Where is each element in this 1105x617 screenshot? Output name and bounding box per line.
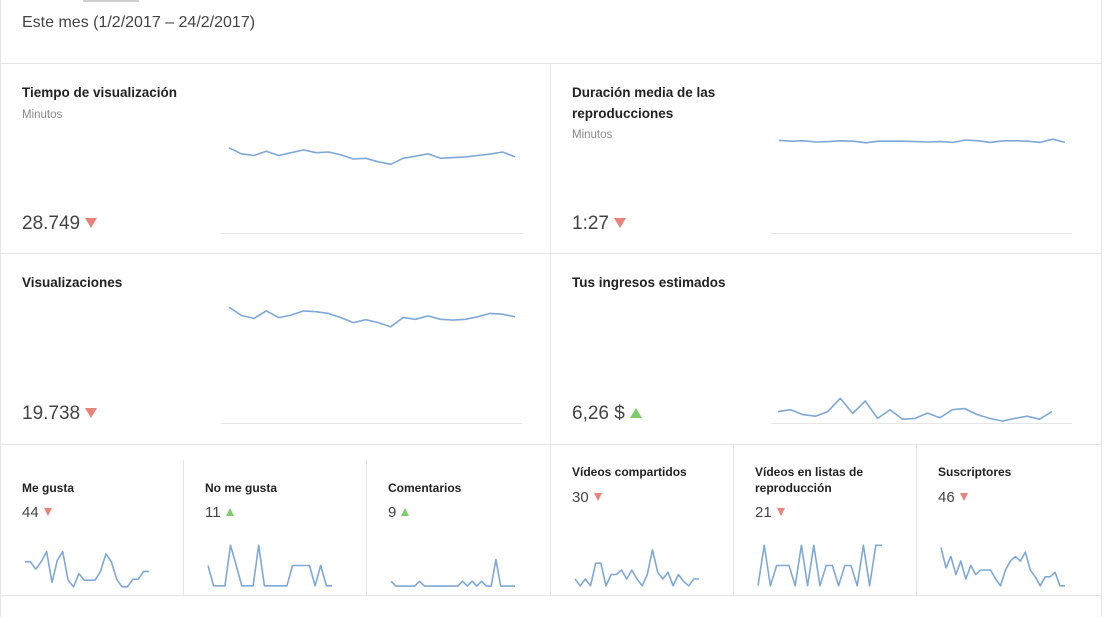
card-value: 44 [22,504,52,521]
card-title: Suscriptores [938,465,1012,479]
value-text: 28.749 [22,213,81,234]
divider [183,460,184,595]
sparkline-chart [207,544,332,587]
sparkline-series [574,549,699,587]
value-text: 9 [388,504,397,521]
chart-baseline [221,233,522,234]
sparkline-series [757,544,882,587]
card-value: 28.749 [22,213,98,235]
trend-down-icon [593,493,602,502]
sparkline-series [228,147,516,166]
value-text: 44 [22,504,39,521]
sparkline-chart [228,306,516,328]
card-title: Tiempo de visualización [22,85,178,100]
card-value: 19.738 [22,403,98,425]
chart-baseline [771,423,1072,424]
divider [916,444,917,595]
trend-down-icon [959,493,968,502]
chart-baseline [771,233,1072,234]
chart-baseline [221,423,522,424]
card-subtitle: Minutos [572,129,613,141]
trend-down-icon [85,407,98,418]
card-value: 11 [205,504,234,521]
card-value: 6,26 $ [572,403,642,425]
divider [733,444,734,595]
card-value: 1:27 [572,213,626,235]
trend-down-icon [613,217,626,228]
value-text: 11 [205,504,221,521]
sparkline-chart [778,138,1066,144]
card-title: Duración media de las reproducciones [572,85,716,121]
card-title: Vídeos en listas de reproducción [755,465,864,495]
value-text: 46 [938,489,955,506]
trend-up-icon [225,508,234,517]
trend-up-icon [401,508,410,517]
trend-down-icon [776,508,785,517]
sparkline-series [777,397,1053,422]
sparkline-series [390,558,515,587]
sparkline-chart [777,397,1053,422]
sparkline-chart [228,147,516,166]
sparkline-chart [390,558,515,587]
value-text: 30 [572,489,589,506]
sparkline-series [25,550,149,588]
card-title: Tus ingresos estimados [572,275,726,290]
sparkline-chart [757,544,882,587]
divider [550,63,551,595]
sparkline-series [228,306,516,328]
trend-down-icon [85,217,98,228]
card-value: 9 [388,504,410,521]
card-value: 21 [755,504,785,521]
sparkline-chart [940,547,1065,587]
sparkline-series [778,138,1066,144]
divider [366,460,367,595]
frame-right [1101,0,1102,617]
sparkline-chart [25,550,149,588]
card-value: 30 [572,489,602,506]
card-title: No me gusta [205,481,278,495]
trend-down-icon [43,508,52,517]
frame-left [0,0,1,617]
card-title: Visualizaciones [22,275,123,290]
sparkline-series [207,544,332,587]
value-text: 19.738 [22,403,81,424]
value-text: 1:27 [572,213,609,234]
card-subtitle: Minutos [22,109,63,121]
card-title: Comentarios [388,481,462,495]
divider [0,595,1101,596]
card-value: 46 [938,489,968,506]
card-title: Vídeos compartidos [572,465,687,479]
card-title: Me gusta [22,481,75,495]
period-selector[interactable]: Este mes (1/2/2017 – 24/2/2017) [22,14,256,31]
value-text: 21 [755,504,772,521]
sparkline-series [940,547,1065,587]
value-text: 6,26 $ [572,403,625,424]
trend-up-icon [629,407,642,418]
tab-indicator [83,0,139,2]
sparkline-chart [574,549,699,587]
